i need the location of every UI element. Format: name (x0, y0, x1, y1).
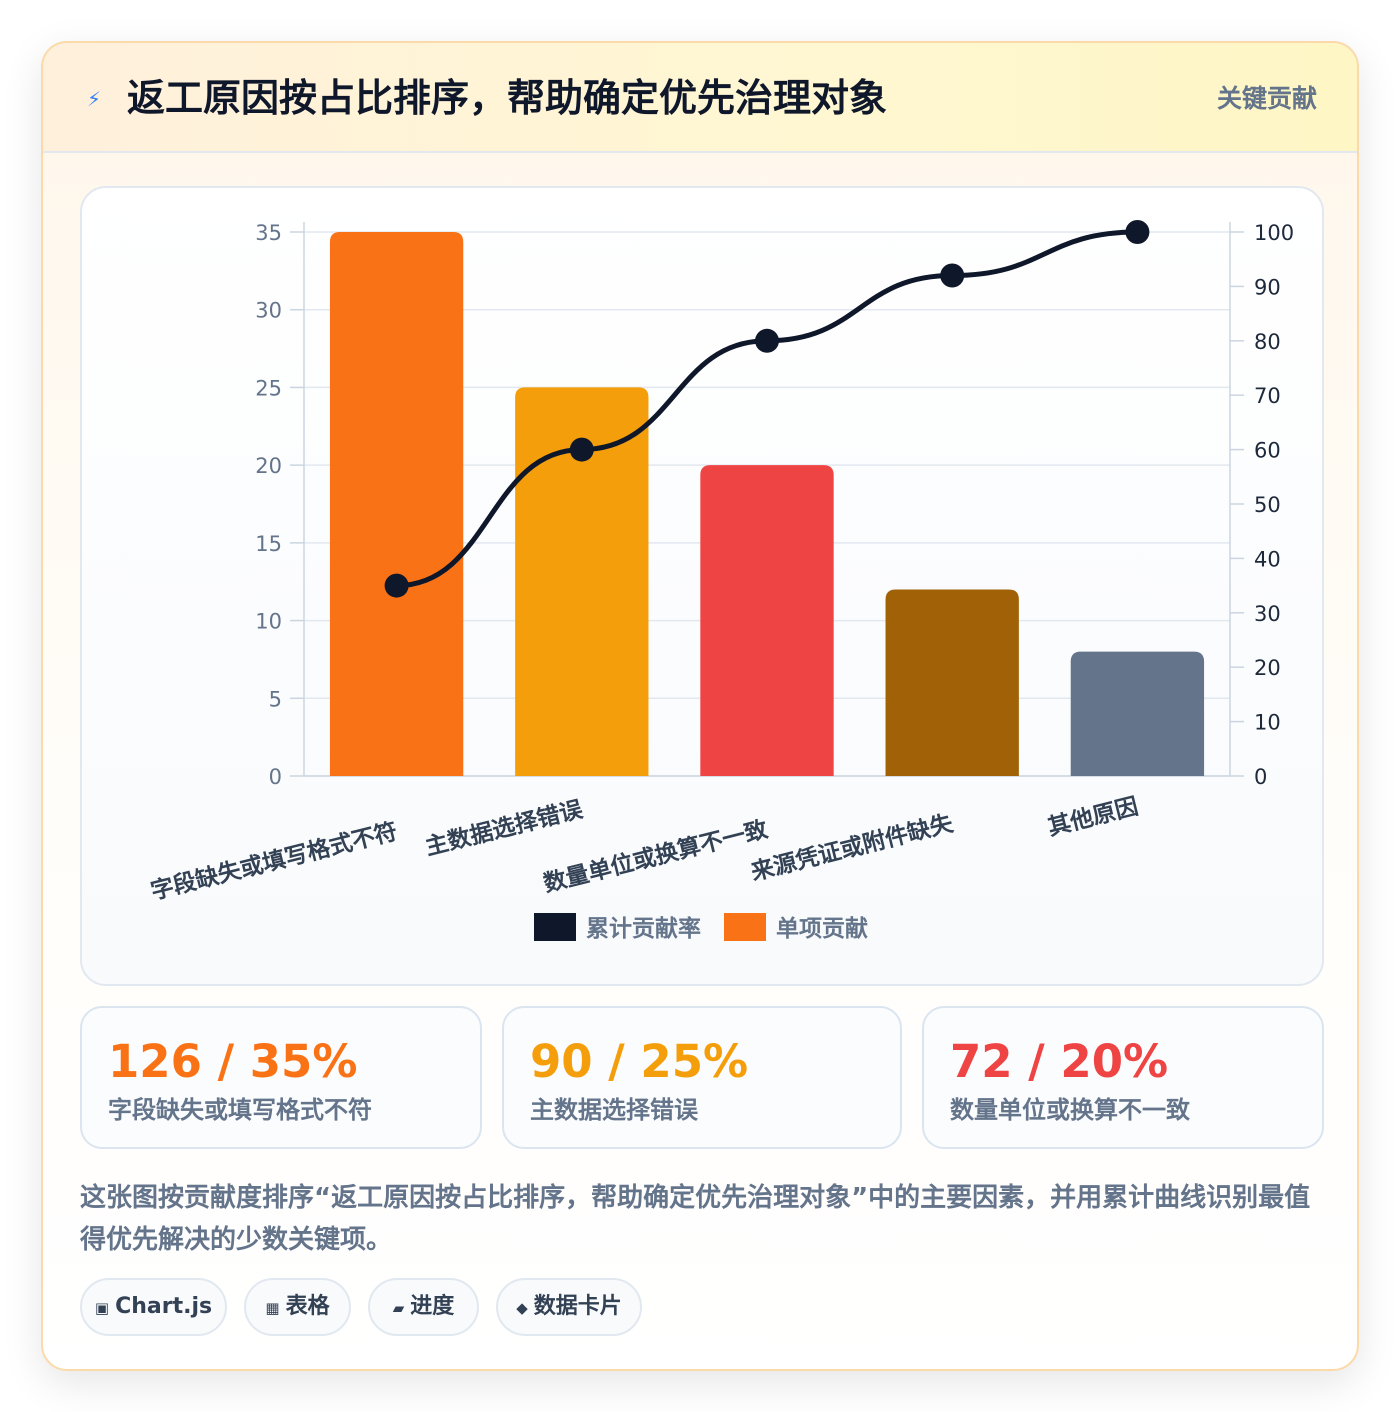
kpi-card-2: 90 / 25% 主数据选择错误 (502, 1006, 902, 1149)
right-tick-label: 10 (1254, 711, 1281, 735)
left-tick-label: 5 (269, 687, 282, 711)
legend-swatch (534, 913, 576, 941)
tag-label: 表格 (285, 1294, 330, 1319)
kpi-value: 126 / 35% (108, 1035, 358, 1088)
tag-label: 进度 (410, 1294, 455, 1319)
card-header: ⚡ 返工原因按占比排序，帮助确定优先治理对象 关键贡献 (43, 43, 1357, 153)
kpi-value: 90 / 25% (530, 1035, 749, 1088)
bar (700, 465, 834, 776)
kpi-value: 72 / 20% (950, 1035, 1169, 1088)
kpi-card-1: 126 / 35% 字段缺失或填写格式不符 (80, 1006, 482, 1149)
left-tick-label: 20 (255, 454, 282, 478)
cumulative-line (394, 229, 1140, 589)
key-contribution-badge: 关键贡献 (1216, 84, 1317, 113)
cumulative-point (755, 328, 779, 353)
right-tick-label: 40 (1254, 547, 1281, 571)
kpi-card-3: 72 / 20% 数量单位或换算不一致 (922, 1006, 1324, 1149)
right-tick-label: 70 (1254, 384, 1281, 408)
lightning-icon: ⚡ (87, 87, 102, 111)
tag-data-card[interactable]: ◆ 数据卡片 (496, 1278, 642, 1336)
page-title: 返工原因按占比排序，帮助确定优先治理对象 (127, 76, 888, 120)
right-tick-label: 80 (1254, 330, 1281, 354)
progress-icon: ▰ (392, 1299, 405, 1317)
bar (885, 589, 1019, 776)
tag-label: Chart.js (115, 1294, 213, 1319)
tag-table[interactable]: ▦ 表格 (244, 1278, 351, 1336)
kpi-label: 数量单位或换算不一致 (950, 1096, 1190, 1124)
right-tick-label: 50 (1254, 493, 1281, 517)
legend-swatch (724, 913, 766, 941)
cumulative-point (1125, 220, 1150, 244)
main-card: ⚡ 返工原因按占比排序，帮助确定优先治理对象 关键贡献 0 5 10 15 20 25 30… (41, 41, 1359, 1371)
category-label: 其他原因 (1045, 794, 1141, 841)
tag-chartjs[interactable]: ▣ Chart.js (80, 1278, 227, 1336)
bar (515, 387, 649, 776)
table-icon: ▦ (265, 1299, 280, 1317)
right-tick-label: 90 (1254, 275, 1281, 299)
cumulative-point (569, 437, 594, 462)
left-tick-label: 35 (255, 221, 282, 245)
category-label: 主数据选择错误 (423, 795, 587, 860)
category-label: 数量单位或换算不一致 (541, 815, 772, 897)
bar (329, 232, 464, 776)
cumulative-point (940, 263, 965, 288)
left-tick-label: 0 (269, 765, 282, 789)
legend-label: 单项贡献 (776, 916, 868, 942)
legend-label: 累计贡献率 (586, 915, 701, 942)
right-tick-label: 60 (1254, 439, 1281, 463)
chart-icon: ▣ (94, 1299, 110, 1317)
left-tick-label: 30 (255, 299, 282, 323)
tag-label: 数据卡片 (533, 1294, 622, 1319)
cumulative-point (384, 573, 409, 598)
left-tick-label: 10 (255, 610, 282, 634)
right-tick-label: 100 (1254, 221, 1294, 245)
diamond-icon: ◆ (516, 1299, 528, 1317)
right-tick-label: 20 (1254, 656, 1281, 680)
pareto-chart: 0 5 10 15 20 25 30 35 0 10 20 30 40 50 60 70 80 90 100 字段缺失… (148, 220, 1294, 942)
chart-panel: 0 5 10 15 20 25 30 35 0 10 20 30 40 50 60 70 80 90 100 字段缺失… (80, 186, 1324, 986)
category-label: 字段缺失或填写格式不符 (148, 818, 400, 905)
chart-description: 这张图按贡献度排序“返工原因按占比排序，帮助确定优先治理对象”中的主要因素，并用… (80, 1183, 1311, 1255)
kpi-label: 主数据选择错误 (530, 1096, 698, 1124)
right-tick-label: 30 (1254, 602, 1281, 626)
tag-progress[interactable]: ▰ 进度 (368, 1278, 479, 1336)
left-tick-label: 15 (255, 532, 282, 556)
kpi-label: 字段缺失或填写格式不符 (108, 1096, 372, 1124)
right-tick-label: 0 (1254, 765, 1267, 789)
left-tick-label: 25 (255, 376, 282, 400)
category-label: 来源凭证或附件缺失 (748, 809, 956, 886)
bar (1070, 651, 1205, 776)
